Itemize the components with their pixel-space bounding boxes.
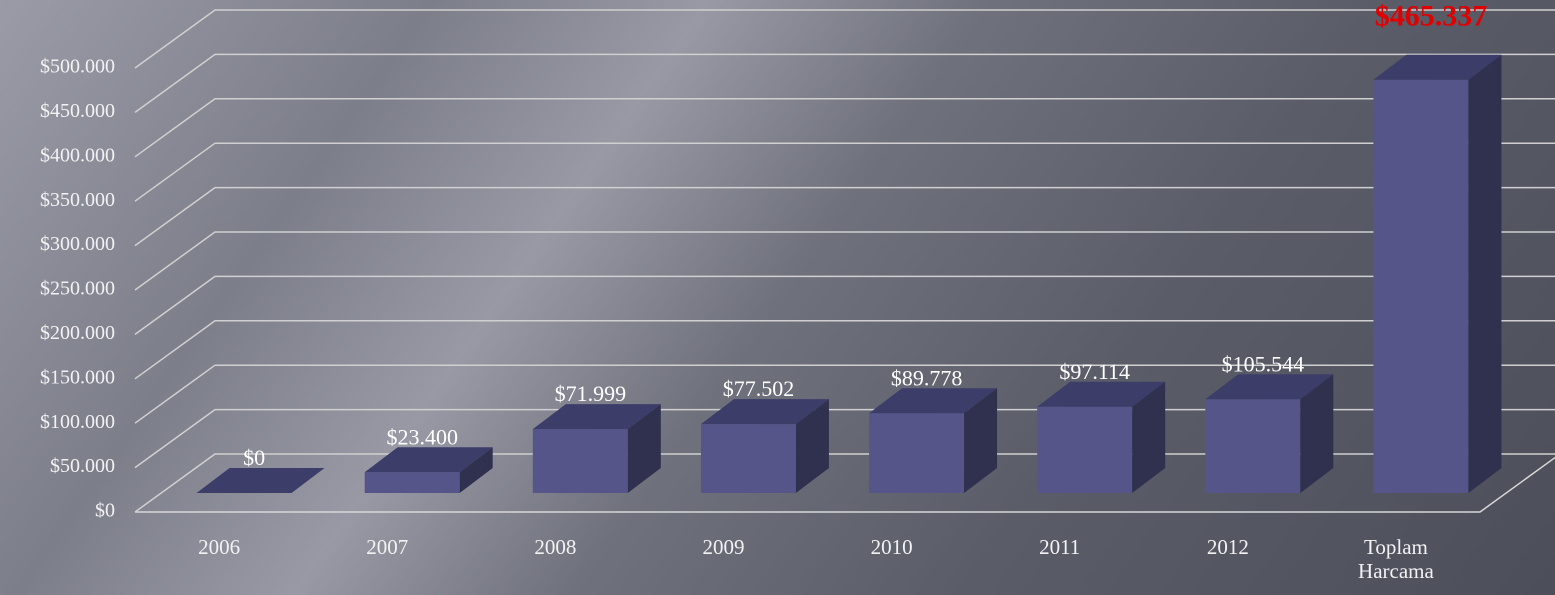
grid-line <box>134 364 1555 424</box>
value-label: $89.778 <box>891 365 963 390</box>
y-tick-label: $100.000 <box>40 411 115 433</box>
bar-side <box>1132 381 1166 493</box>
y-tick-label: $0 <box>95 500 115 522</box>
bar-top <box>532 404 661 430</box>
bar-front <box>1037 406 1133 493</box>
grid-line <box>134 320 1555 380</box>
value-label: $0 <box>243 445 265 470</box>
floor-edge <box>135 456 1555 513</box>
y-tick-label: $150.000 <box>40 366 115 388</box>
bar-front <box>1373 79 1469 493</box>
value-label: $465.337 <box>1375 0 1488 33</box>
x-tick-label: 2010 <box>870 535 913 559</box>
bar-side <box>1468 54 1502 494</box>
bar-front <box>700 424 796 493</box>
x-tick-label: 2008 <box>534 535 577 559</box>
bar-side <box>459 447 493 493</box>
grid-line <box>134 142 1555 202</box>
value-label: $77.502 <box>723 376 795 401</box>
bar-top <box>196 468 325 493</box>
bar-top <box>700 399 829 425</box>
grid-line <box>134 453 1555 513</box>
x-tick-label: 2007 <box>366 535 409 559</box>
bar-front <box>1205 399 1301 493</box>
grid-line <box>134 9 1555 69</box>
bar-front <box>364 472 460 493</box>
grid-line <box>134 53 1555 114</box>
y-tick-label: $50.000 <box>50 455 115 477</box>
value-label: $97.114 <box>1059 359 1130 384</box>
y-tick-label: $200.000 <box>40 322 115 344</box>
grid-line <box>134 408 1555 469</box>
y-tick-label: $500.000 <box>40 56 115 78</box>
bar-top <box>364 447 493 473</box>
bar-side <box>1300 374 1334 493</box>
grid-line <box>134 186 1555 247</box>
bar-top <box>1205 374 1334 400</box>
bar-top <box>1037 381 1166 407</box>
y-tick-label: $450.000 <box>40 100 115 122</box>
y-tick-label: $250.000 <box>40 278 115 300</box>
bar-side <box>795 399 829 493</box>
bar-top <box>869 388 998 414</box>
y-tick-label: $350.000 <box>40 189 115 211</box>
value-label: $105.544 <box>1222 351 1305 376</box>
bar-front <box>532 429 628 493</box>
y-tick-label: $400.000 <box>40 144 115 166</box>
bar-side <box>964 388 998 493</box>
bar-side <box>627 404 661 493</box>
x-tick-label: 2012 <box>1206 535 1249 559</box>
x-tick-label: 2006 <box>198 535 241 559</box>
y-tick-label: $300.000 <box>40 233 115 255</box>
x-tick-label: 2009 <box>702 535 745 559</box>
grid-line <box>134 98 1555 158</box>
grid-line <box>134 275 1555 336</box>
value-label: $71.999 <box>555 381 627 406</box>
value-label: $23.400 <box>386 424 458 449</box>
grid-line <box>134 231 1555 291</box>
x-tick-label: 2011 <box>1039 535 1081 559</box>
bar-top <box>1373 54 1502 80</box>
x-tick-label: Toplam Harcama <box>1358 535 1434 583</box>
bar-front <box>869 413 965 493</box>
